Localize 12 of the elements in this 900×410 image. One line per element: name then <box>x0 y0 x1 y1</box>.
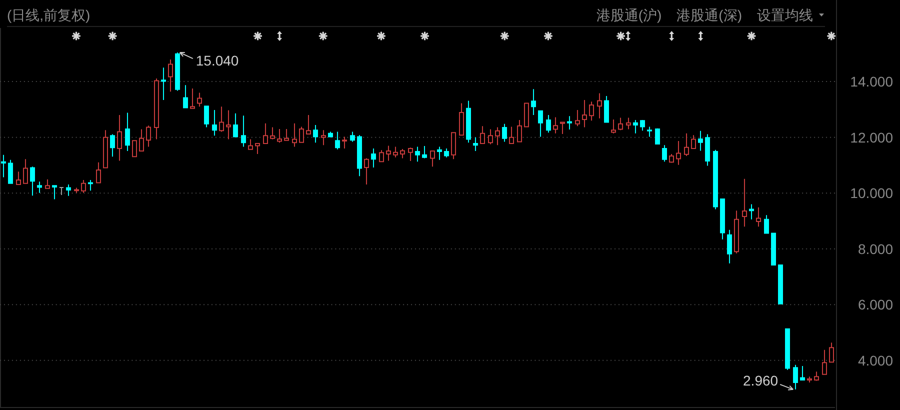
y-tick-label: 14.000 <box>850 74 894 90</box>
annotation: 15.040 <box>196 52 239 69</box>
text: 港股通(深) <box>676 7 742 23</box>
y-tick-label: 8.000 <box>858 240 894 257</box>
text: 港股通(沪) <box>596 7 662 23</box>
text: 设置均线 <box>757 7 813 23</box>
y-tick-label: 6.000 <box>858 296 894 313</box>
annotation: 2.960 <box>743 372 778 388</box>
y-tick-label: 4.000 <box>858 352 894 368</box>
y-tick-label: 10.000 <box>850 185 894 202</box>
y-tick-label: 12.000 <box>850 129 894 146</box>
chart-title: (日线,前复权) <box>7 7 90 23</box>
